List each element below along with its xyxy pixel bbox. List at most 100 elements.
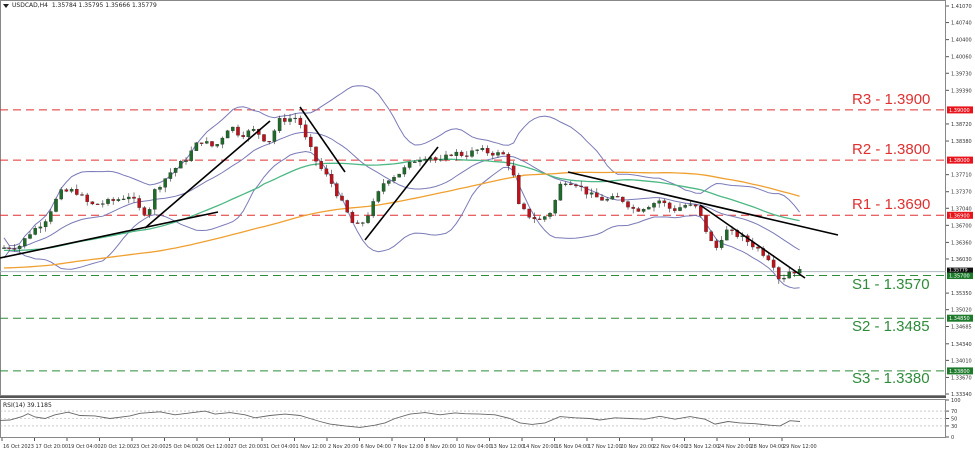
candle-body <box>303 124 308 138</box>
bollinger-middle <box>3 131 800 251</box>
candle-body <box>288 118 292 122</box>
candle-body <box>267 141 271 143</box>
candle-body <box>688 204 693 206</box>
candle-body <box>215 144 219 147</box>
candle-body <box>225 130 230 139</box>
trendline[interactable] <box>299 106 346 173</box>
candle-body <box>283 118 287 122</box>
candle-body <box>28 234 32 239</box>
level-label-r2: R2 - 1.3800 <box>852 141 931 158</box>
candle-body <box>147 209 152 215</box>
time-tick-label: 22 Nov 04:00 <box>653 444 687 450</box>
candle-body <box>610 196 615 200</box>
level-price-tag-text: 1.35700 <box>949 274 970 280</box>
price-tick-label: 1.39390 <box>951 88 972 94</box>
price-tick-label: 1.35020 <box>951 308 972 314</box>
trendline[interactable] <box>699 204 806 279</box>
chart-title: USDCAD,H4 1.35784 1.35795 1.35666 1.3577… <box>3 2 157 9</box>
candle-body <box>491 152 495 156</box>
candle-body <box>548 212 552 217</box>
time-tick-label: 17 Oct 20:00 <box>36 444 69 450</box>
candle-body <box>272 130 277 142</box>
level-price-tag <box>947 106 973 114</box>
candle-body <box>246 130 251 138</box>
candle-body <box>23 238 27 247</box>
price-tick-label: 1.36700 <box>951 223 972 229</box>
candle-body <box>652 203 656 208</box>
time-tick-label: 16 Oct 2023 <box>3 444 34 450</box>
time-tick-label: 26 Oct 12:00 <box>198 444 231 450</box>
candle-body <box>584 186 589 195</box>
candle-body <box>506 153 511 166</box>
candle-body <box>522 203 526 210</box>
candle-body <box>194 142 199 151</box>
candle-body <box>693 204 698 207</box>
candle-body <box>189 150 193 161</box>
rsi-line <box>0 410 801 428</box>
price-tick-label: 1.40400 <box>951 38 972 44</box>
level-label-s3: S3 - 1.3380 <box>852 370 930 387</box>
trendline[interactable] <box>364 146 439 241</box>
time-tick-label: 2 Nov 20:00 <box>328 444 359 450</box>
candle-body <box>678 207 682 211</box>
candle-body <box>90 201 95 205</box>
level-price-tag <box>947 272 973 280</box>
time-tick-label: 1 Nov 12:00 <box>296 444 327 450</box>
candle-body <box>797 269 802 274</box>
time-tick-label: 29 Nov 12:00 <box>783 444 817 450</box>
rsi-tick-label: 100 <box>951 398 961 404</box>
candle-body <box>418 160 422 163</box>
candle-body <box>220 137 225 145</box>
candle-body <box>730 229 734 231</box>
trendlines[interactable] <box>0 106 839 279</box>
time-tick-label: 17 Nov 12:00 <box>588 444 622 450</box>
candle-body <box>501 152 505 155</box>
candle-body <box>371 201 375 217</box>
candle-body <box>615 196 620 198</box>
candle-body <box>329 173 334 184</box>
candle-body <box>709 231 713 242</box>
candle-body <box>142 207 147 215</box>
price-tick-label: 1.36360 <box>951 240 972 246</box>
time-tick-label: 20 Nov 20:00 <box>621 444 655 450</box>
candle-body <box>657 200 661 204</box>
trendline[interactable] <box>144 120 271 229</box>
price-axis[interactable]: 1.41070 1.40740 1.40400 1.40060 1.39730 1.393… <box>946 4 973 398</box>
time-axis[interactable]: 16 Oct 2023 17 Oct 20:00 19 Oct 04:00 20 Oc… <box>1 438 817 450</box>
time-tick-label: 31 Oct 04:00 <box>263 444 296 450</box>
candle-body <box>350 211 355 223</box>
level-price-tag-text: 1.39000 <box>949 108 970 114</box>
candle-body <box>366 215 370 223</box>
candle-body <box>153 189 157 210</box>
main-panel-frame <box>0 0 946 396</box>
candle-body <box>262 134 266 142</box>
candle-body <box>355 222 360 224</box>
candle-body <box>199 142 204 144</box>
candle-body <box>423 158 427 161</box>
dropdown-triangle-icon[interactable] <box>3 3 9 8</box>
candle-body <box>314 146 318 162</box>
candle-body <box>101 203 105 205</box>
support-resistance-levels <box>0 109 946 372</box>
candle-body <box>121 198 126 200</box>
time-tick-label: 23 Nov 12:00 <box>686 444 720 450</box>
time-tick-label: 7 Nov 12:00 <box>393 444 424 450</box>
candle-body <box>309 136 313 148</box>
trendline[interactable] <box>0 211 219 259</box>
moving-averages <box>3 158 800 269</box>
candle-body <box>631 206 635 209</box>
time-tick-label: 10 Nov 04:00 <box>458 444 492 450</box>
bollinger-bands <box>3 85 800 289</box>
price-tick-label: 1.37710 <box>951 173 972 179</box>
price-tick-label: 1.41070 <box>951 4 972 10</box>
candle-body <box>480 148 485 151</box>
candle-body <box>298 117 303 125</box>
candle-body <box>662 200 667 204</box>
candle-body <box>184 160 188 162</box>
candle-body <box>376 191 381 202</box>
candle-body <box>17 245 22 249</box>
trendline[interactable] <box>567 171 839 236</box>
